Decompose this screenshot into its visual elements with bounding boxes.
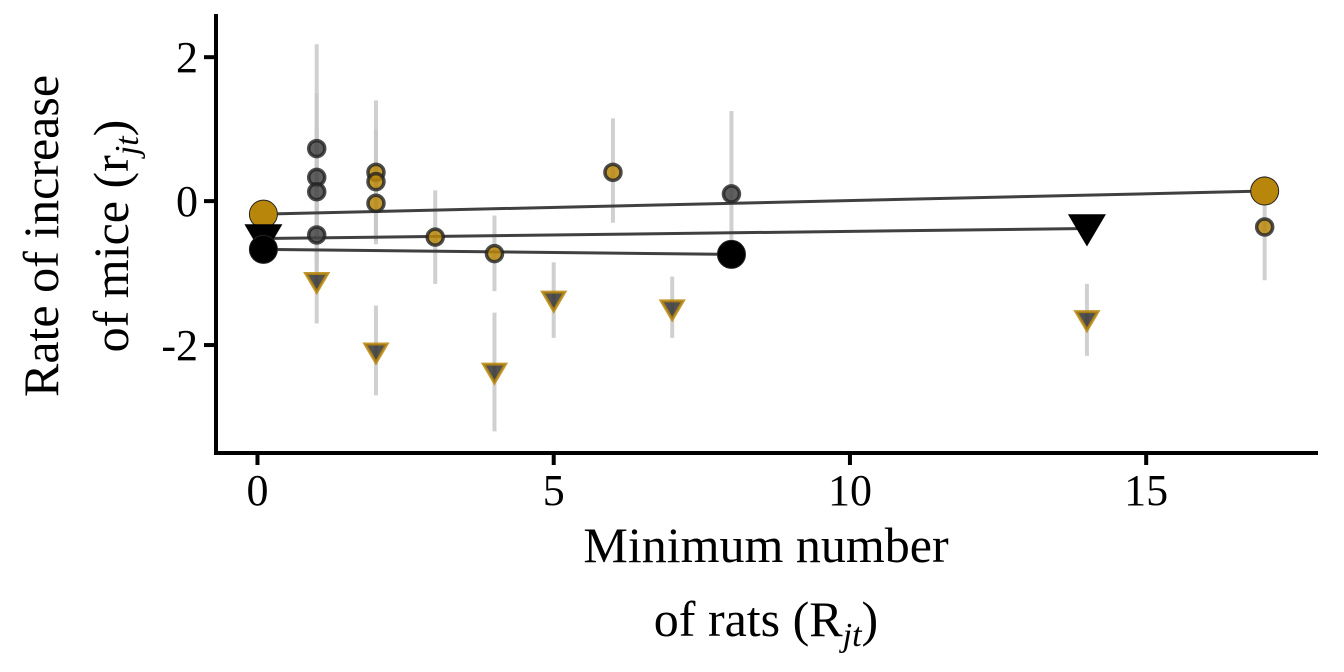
data-point-triangle [540, 290, 568, 314]
data-point-circle [306, 182, 327, 202]
data-point-circle [366, 193, 386, 214]
x-axis-title-subscript: jt [839, 617, 863, 654]
data-point-circle [366, 171, 386, 192]
x-tick-label: 15 [1124, 466, 1168, 515]
fit-line-endpoint-circle [716, 239, 746, 269]
fit-line [263, 226, 1087, 241]
x-axis-title-line1: Minimum number [583, 517, 949, 573]
y-tick-label: -2 [161, 321, 198, 370]
data-point-circle [721, 184, 742, 204]
x-tick-label: 0 [246, 466, 268, 515]
y-axis-title-line2: of mice (rjt) [83, 120, 146, 353]
y-tick-label: 2 [176, 33, 198, 82]
y-axis-title-close: ) [83, 120, 139, 137]
data-point-circle [1254, 217, 1275, 237]
data-point-circle [425, 227, 445, 247]
data-point-triangle [1073, 310, 1101, 334]
y-axis-title-subscript: jt [109, 135, 146, 159]
data-point-circle [603, 162, 623, 183]
x-axis-title-line2: of rats (Rjt) [654, 591, 878, 654]
fit-line-endpoint-circle [248, 199, 278, 229]
data-point-circle [484, 243, 505, 264]
x-axis-title-close: ) [862, 591, 879, 647]
data-points [244, 138, 1280, 386]
error-bars [314, 44, 1267, 432]
x-tick-label: 5 [543, 466, 565, 515]
data-point-triangle [362, 342, 390, 366]
y-axis-title-line1: Rate of increase [13, 75, 69, 397]
y-tick-label: 0 [176, 177, 198, 226]
data-point-circle [306, 138, 327, 159]
fit-line-endpoint-circle [1250, 176, 1280, 206]
data-point-triangle [303, 271, 331, 296]
x-tick-label: 10 [828, 466, 872, 515]
data-point-triangle [658, 299, 686, 323]
fit-line [263, 189, 1265, 216]
x-axis-title-text: of rats (R [654, 591, 843, 647]
fit-line-endpoint-triangle [1067, 214, 1106, 247]
data-point-triangle [480, 362, 509, 386]
fit-lines [263, 189, 1265, 256]
data-point-circle [306, 225, 327, 245]
axes: 0 5 10 15 -2 0 2 [161, 14, 1318, 515]
fit-line-endpoint-circle [248, 234, 278, 264]
y-axis-title-text: of mice (r [83, 155, 139, 352]
